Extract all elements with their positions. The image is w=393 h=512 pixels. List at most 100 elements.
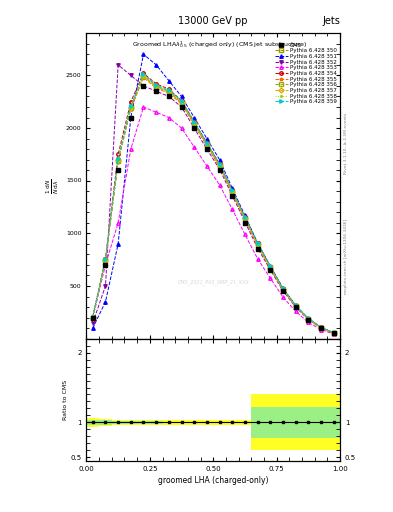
Pythia 6.428 355 [167,90,171,96]
Line: Pythia 6.428 350: Pythia 6.428 350 [91,74,335,335]
Pythia 6.428 353 [331,331,336,337]
Pythia 6.428 353 [306,319,310,326]
Pythia 6.428 356 [116,158,121,164]
Pythia 6.428 355 [331,330,336,336]
Pythia 6.428 353 [230,206,235,212]
Pythia 6.428 355 [306,316,310,322]
Pythia 6.428 359 [167,87,171,93]
Pythia 6.428 350 [230,188,235,194]
Text: mcplots.cern.ch [arXiv:1306.3436]: mcplots.cern.ch [arXiv:1306.3436] [344,219,348,293]
Pythia 6.428 352 [179,104,184,110]
CMS [319,325,323,331]
Pythia 6.428 359 [116,156,121,162]
Pythia 6.428 359 [319,324,323,330]
Pythia 6.428 351 [306,315,310,322]
Line: Pythia 6.428 353: Pythia 6.428 353 [91,105,335,336]
CMS [217,167,222,173]
Line: Pythia 6.428 355: Pythia 6.428 355 [91,76,335,335]
Pythia 6.428 357 [204,141,209,147]
Pythia 6.428 358 [192,120,196,126]
Pythia 6.428 352 [319,325,323,331]
Pythia 6.428 358 [293,303,298,309]
Pythia 6.428 351 [281,285,285,291]
Pythia 6.428 354 [331,330,336,336]
CMS [154,88,158,94]
Pythia 6.428 351 [242,212,247,219]
Pythia 6.428 358 [204,142,209,148]
CMS [230,194,235,200]
Pythia 6.428 357 [331,330,336,336]
Pythia 6.428 356 [281,287,285,293]
Pythia 6.428 353 [319,327,323,333]
Pythia 6.428 353 [217,182,222,188]
Pythia 6.428 350 [268,264,273,270]
Pythia 6.428 355 [103,258,108,264]
Pythia 6.428 351 [129,115,133,121]
Pythia 6.428 353 [293,308,298,314]
Line: Pythia 6.428 358: Pythia 6.428 358 [91,75,335,335]
Pythia 6.428 357 [281,286,285,292]
Pythia 6.428 358 [116,157,121,163]
Pythia 6.428 352 [281,288,285,294]
Pythia 6.428 350 [217,162,222,168]
Pythia 6.428 359 [90,314,95,320]
Text: 1000: 1000 [66,231,81,236]
Pythia 6.428 352 [90,320,95,326]
Pythia 6.428 356 [319,325,323,331]
Pythia 6.428 359 [154,82,158,88]
Pythia 6.428 354 [255,240,260,246]
Pythia 6.428 350 [90,314,95,321]
Text: CMS_2021_PAS_SMP_21_XXX: CMS_2021_PAS_SMP_21_XXX [177,280,249,285]
Pythia 6.428 357 [255,241,260,247]
Pythia 6.428 359 [331,330,336,336]
CMS [255,246,260,252]
Pythia 6.428 356 [242,216,247,222]
Pythia 6.428 358 [281,286,285,292]
CMS [192,125,196,131]
Pythia 6.428 351 [331,330,336,336]
Pythia 6.428 357 [129,104,133,111]
Pythia 6.428 350 [167,88,171,94]
Pythia 6.428 359 [129,103,133,109]
Pythia 6.428 358 [90,314,95,321]
Pythia 6.428 357 [167,89,171,95]
CMS [129,115,133,121]
Pythia 6.428 359 [192,119,196,125]
Pythia 6.428 354 [204,140,209,146]
Pythia 6.428 356 [90,314,95,321]
Pythia 6.428 354 [281,286,285,292]
Pythia 6.428 352 [255,245,260,251]
Pythia 6.428 358 [179,99,184,105]
Pythia 6.428 355 [217,164,222,170]
Text: 2500: 2500 [66,73,81,78]
Pythia 6.428 354 [154,81,158,87]
Pythia 6.428 354 [179,98,184,104]
Pythia 6.428 353 [281,294,285,300]
Pythia 6.428 351 [230,185,235,191]
Pythia 6.428 352 [116,62,121,68]
Pythia 6.428 358 [319,325,323,331]
Pythia 6.428 351 [116,241,121,247]
CMS [204,146,209,152]
CMS [306,316,310,323]
Pythia 6.428 353 [154,109,158,115]
Pythia 6.428 356 [268,265,273,271]
CMS [281,288,285,294]
Pythia 6.428 355 [116,159,121,165]
Pythia 6.428 359 [255,240,260,246]
Pythia 6.428 350 [293,303,298,309]
Pythia 6.428 350 [179,99,184,105]
Pythia 6.428 351 [103,298,108,305]
Pythia 6.428 350 [331,330,336,336]
Pythia 6.428 355 [242,217,247,223]
Pythia 6.428 359 [268,263,273,269]
Pythia 6.428 359 [281,285,285,291]
Pythia 6.428 359 [217,161,222,167]
Pythia 6.428 358 [331,330,336,336]
Pythia 6.428 356 [167,89,171,95]
Pythia 6.428 352 [217,166,222,172]
Pythia 6.428 358 [230,189,235,195]
Text: 13000 GeV pp: 13000 GeV pp [178,16,248,26]
Y-axis label: Ratio to CMS: Ratio to CMS [63,380,68,420]
X-axis label: groomed LHA (charged-only): groomed LHA (charged-only) [158,476,268,485]
